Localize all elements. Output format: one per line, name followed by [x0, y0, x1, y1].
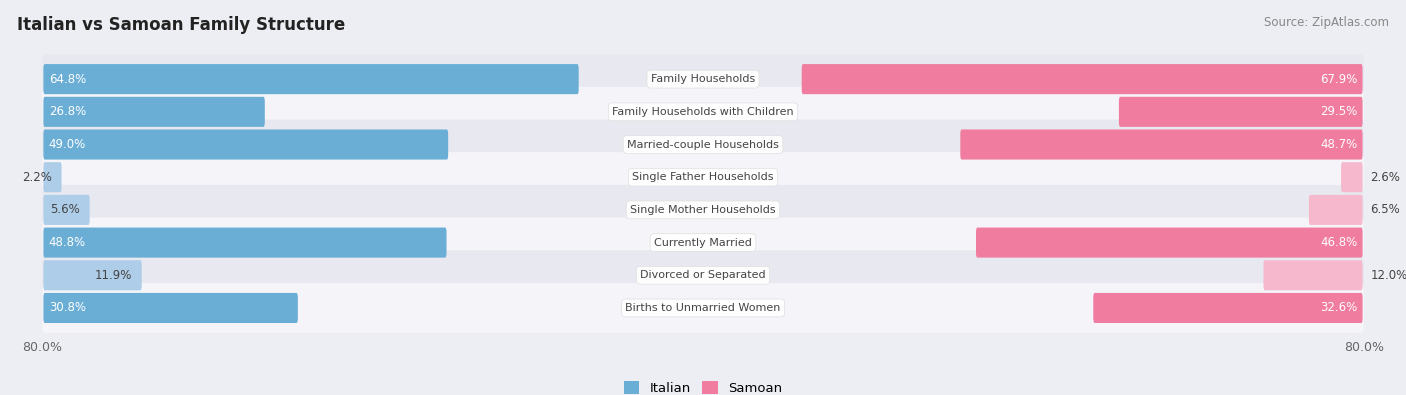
FancyBboxPatch shape	[44, 162, 62, 192]
FancyBboxPatch shape	[801, 64, 1362, 94]
FancyBboxPatch shape	[42, 185, 1364, 235]
Legend: Italian, Samoan: Italian, Samoan	[619, 376, 787, 395]
Text: 32.6%: 32.6%	[1320, 301, 1357, 314]
Text: 49.0%: 49.0%	[49, 138, 86, 151]
FancyBboxPatch shape	[42, 87, 1364, 137]
Text: 6.5%: 6.5%	[1371, 203, 1400, 216]
Text: Source: ZipAtlas.com: Source: ZipAtlas.com	[1264, 16, 1389, 29]
Text: Single Mother Households: Single Mother Households	[630, 205, 776, 215]
Text: 30.8%: 30.8%	[49, 301, 86, 314]
Text: Family Households with Children: Family Households with Children	[612, 107, 794, 117]
Text: 11.9%: 11.9%	[94, 269, 132, 282]
Text: Births to Unmarried Women: Births to Unmarried Women	[626, 303, 780, 313]
FancyBboxPatch shape	[42, 120, 1364, 169]
FancyBboxPatch shape	[44, 97, 264, 127]
FancyBboxPatch shape	[1309, 195, 1362, 225]
Text: Divorced or Separated: Divorced or Separated	[640, 270, 766, 280]
Text: 46.8%: 46.8%	[1320, 236, 1357, 249]
Text: 26.8%: 26.8%	[49, 105, 86, 118]
FancyBboxPatch shape	[960, 130, 1362, 160]
Text: 48.8%: 48.8%	[49, 236, 86, 249]
Text: Italian vs Samoan Family Structure: Italian vs Samoan Family Structure	[17, 16, 344, 34]
Text: 12.0%: 12.0%	[1371, 269, 1406, 282]
FancyBboxPatch shape	[1264, 260, 1362, 290]
Text: Married-couple Households: Married-couple Households	[627, 139, 779, 150]
FancyBboxPatch shape	[1094, 293, 1362, 323]
Text: Single Father Households: Single Father Households	[633, 172, 773, 182]
FancyBboxPatch shape	[42, 283, 1364, 333]
Text: Currently Married: Currently Married	[654, 237, 752, 248]
Text: 2.6%: 2.6%	[1371, 171, 1400, 184]
FancyBboxPatch shape	[44, 130, 449, 160]
Text: 64.8%: 64.8%	[49, 73, 86, 86]
FancyBboxPatch shape	[42, 250, 1364, 300]
FancyBboxPatch shape	[42, 152, 1364, 202]
FancyBboxPatch shape	[44, 260, 142, 290]
FancyBboxPatch shape	[976, 228, 1362, 258]
FancyBboxPatch shape	[44, 293, 298, 323]
FancyBboxPatch shape	[44, 64, 579, 94]
FancyBboxPatch shape	[1341, 162, 1362, 192]
Text: Family Households: Family Households	[651, 74, 755, 84]
Text: 2.2%: 2.2%	[22, 171, 52, 184]
FancyBboxPatch shape	[42, 54, 1364, 104]
FancyBboxPatch shape	[42, 218, 1364, 267]
FancyBboxPatch shape	[44, 195, 90, 225]
Text: 67.9%: 67.9%	[1320, 73, 1357, 86]
Text: 48.7%: 48.7%	[1320, 138, 1357, 151]
Text: 29.5%: 29.5%	[1320, 105, 1357, 118]
FancyBboxPatch shape	[1119, 97, 1362, 127]
Text: 5.6%: 5.6%	[51, 203, 80, 216]
FancyBboxPatch shape	[44, 228, 447, 258]
